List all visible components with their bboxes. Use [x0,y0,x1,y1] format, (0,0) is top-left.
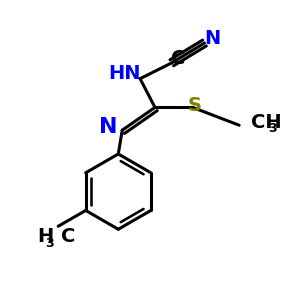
Text: HN: HN [108,64,140,83]
Text: CH: CH [251,113,282,132]
Text: C: C [61,227,76,246]
Text: 3: 3 [45,237,54,250]
Text: N: N [99,117,118,137]
Text: N: N [204,28,220,47]
Text: H: H [37,227,53,246]
Text: 3: 3 [268,122,277,135]
Text: S: S [188,96,202,115]
Text: C: C [171,50,185,68]
